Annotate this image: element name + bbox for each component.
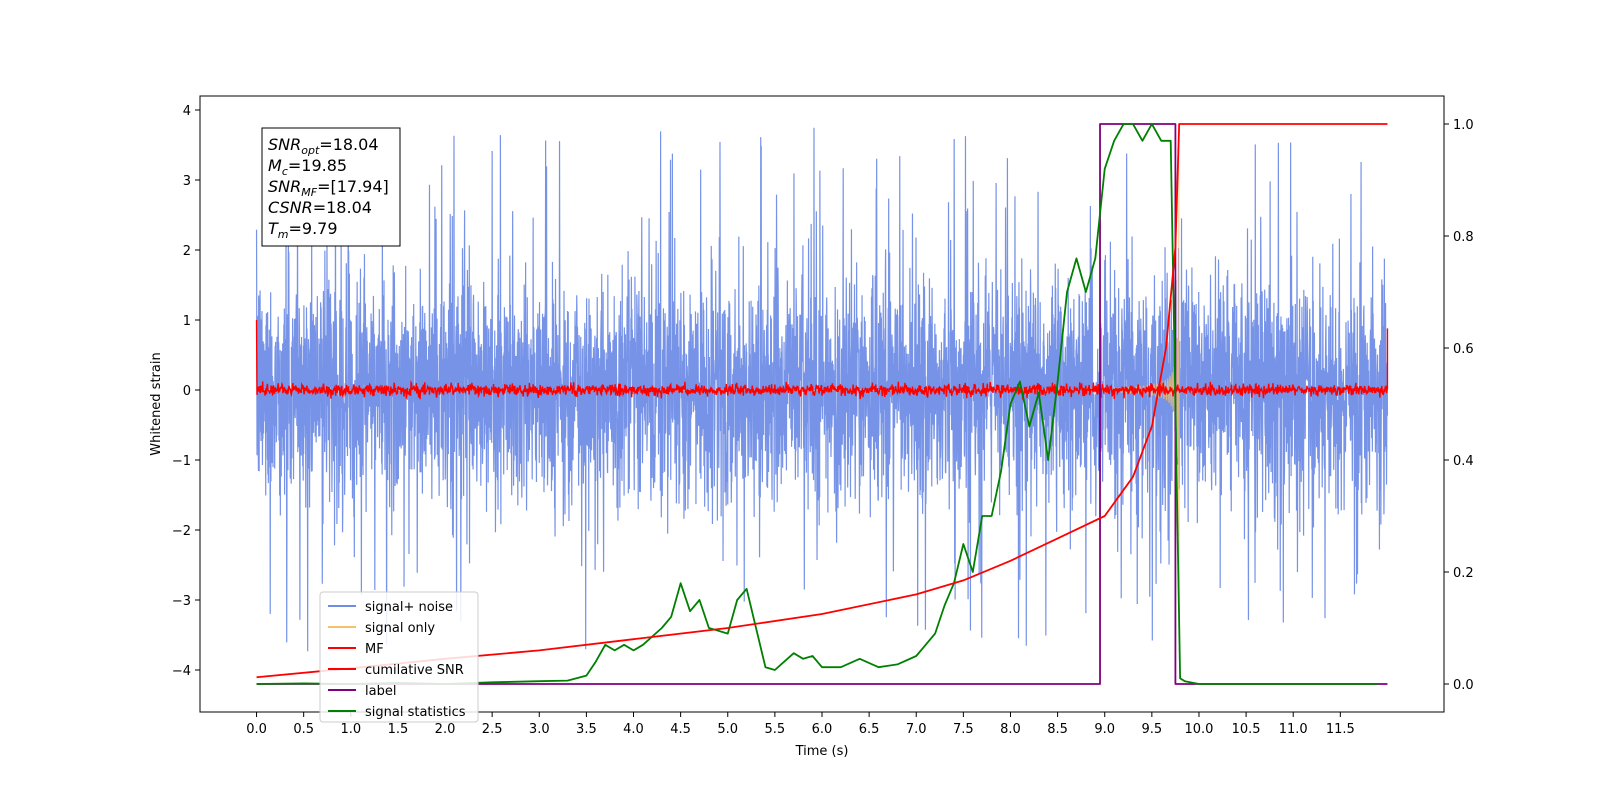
annotation-sub: opt <box>301 144 320 157</box>
x-tick-label: 8.5 <box>1047 722 1068 737</box>
annotation-line: SNRopt=18.04 <box>268 135 379 157</box>
legend-entry: cumilative SNR <box>365 663 464 678</box>
series-signal-noise <box>255 127 1389 652</box>
x-tick-label: 10.5 <box>1232 722 1261 737</box>
series-layer <box>255 123 1389 685</box>
x-tick-label: 7.5 <box>953 722 974 737</box>
y-tick-label: −3 <box>172 594 191 609</box>
annotation-line: CSNR=18.04 <box>268 198 372 217</box>
y2-tick-label: 0.4 <box>1453 454 1474 469</box>
x-tick-label: 1.5 <box>388 722 409 737</box>
x-tick-label: 5.5 <box>765 722 786 737</box>
x-tick-label: 4.5 <box>670 722 691 737</box>
y-tick-label: −1 <box>172 454 191 469</box>
y-axis-label: Whitened strain <box>149 352 164 455</box>
x-axis-label: Time (s) <box>795 744 849 759</box>
y-axis-left: 4 3 2 1 0 −1 −2 −3 −4 <box>172 104 200 679</box>
annotation-line: SNRMF=[17.94] <box>268 177 389 199</box>
annotation-value: =[17.94] <box>317 177 389 196</box>
annotation-var: CSNR <box>268 198 313 217</box>
annotation-var: SNR <box>268 177 301 196</box>
legend-entry: MF <box>365 642 384 657</box>
legend-entry: label <box>365 684 396 699</box>
x-tick-label: 11.0 <box>1279 722 1308 737</box>
x-axis: 0.0 0.5 1.0 1.5 2.0 2.5 3.0 3.5 4.0 4.5 5.0 5.5 6.0 6… <box>246 712 1355 737</box>
x-tick-label: 10.0 <box>1184 722 1213 737</box>
annotation-value: =19.85 <box>288 156 347 175</box>
x-tick-label: 4.0 <box>623 722 644 737</box>
x-tick-label: 9.0 <box>1094 722 1115 737</box>
x-tick-label: 3.5 <box>576 722 597 737</box>
annotation-value: =9.79 <box>289 219 338 238</box>
y-tick-label: 2 <box>183 244 191 259</box>
annotation-value: =18.04 <box>313 198 372 217</box>
annotation-line: Mc=19.85 <box>268 156 347 178</box>
annotation-value: =18.04 <box>319 135 378 154</box>
x-tick-label: 3.0 <box>529 722 550 737</box>
x-tick-label: 6.5 <box>859 722 880 737</box>
series-signal-statistics <box>256 123 1379 685</box>
y2-tick-label: 0.8 <box>1453 230 1474 245</box>
annotation-sub: m <box>278 228 289 241</box>
annotation-box: SNRopt=18.04Mc=19.85SNRMF=[17.94]CSNR=18… <box>261 127 401 247</box>
series-mf <box>255 319 1389 400</box>
y2-tick-label: 0.0 <box>1453 678 1474 693</box>
annotation-sub: c <box>282 165 288 178</box>
legend-frame <box>319 591 479 723</box>
y2-tick-label: 1.0 <box>1453 118 1474 133</box>
annotation-var: T <box>268 219 279 238</box>
x-tick-label: 1.0 <box>340 722 361 737</box>
series-cumulative-snr <box>256 123 1388 679</box>
annotation-var: SNR <box>268 135 301 154</box>
y-tick-label: 0 <box>183 384 191 399</box>
legend: signal+ noise signal only MF cumilative SNR… <box>319 591 479 723</box>
x-tick-label: 11.5 <box>1326 722 1355 737</box>
x-tick-label: 8.0 <box>1000 722 1021 737</box>
x-tick-label: 0.5 <box>293 722 314 737</box>
x-tick-label: 2.5 <box>482 722 503 737</box>
y-axis-right: 1.0 0.8 0.6 0.4 0.2 0.0 <box>1444 118 1474 693</box>
annotation-frame <box>261 127 401 247</box>
x-tick-label: 2.0 <box>435 722 456 737</box>
annotation-var: M <box>268 156 282 175</box>
annotation-sub: MF <box>301 186 317 199</box>
y-tick-label: 4 <box>183 104 191 119</box>
x-tick-label: 9.5 <box>1142 722 1163 737</box>
y-tick-label: −4 <box>172 664 191 679</box>
x-tick-label: 0.0 <box>246 722 267 737</box>
annotation-line: Tm=9.79 <box>268 219 338 241</box>
legend-entry: signal statistics <box>365 705 466 720</box>
y2-tick-label: 0.6 <box>1453 342 1474 357</box>
y-tick-label: −2 <box>172 524 191 539</box>
x-tick-label: 5.0 <box>717 722 738 737</box>
x-tick-label: 7.0 <box>906 722 927 737</box>
y2-tick-label: 0.2 <box>1453 566 1474 581</box>
legend-entry: signal+ noise <box>365 600 453 615</box>
legend-entry: signal only <box>365 621 435 636</box>
x-tick-label: 6.0 <box>812 722 833 737</box>
y-tick-label: 1 <box>183 314 191 329</box>
y-tick-label: 3 <box>183 174 191 189</box>
